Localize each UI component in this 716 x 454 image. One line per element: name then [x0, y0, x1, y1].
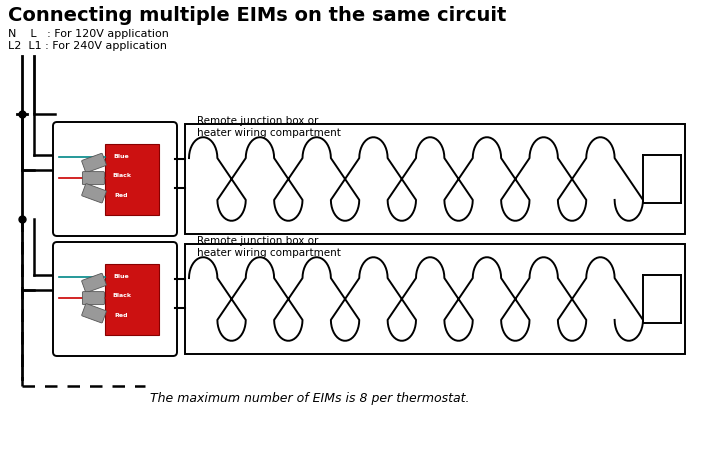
Text: N    L   : For 120V application: N L : For 120V application: [8, 29, 169, 39]
Text: Remote junction box or: Remote junction box or: [197, 116, 319, 126]
FancyBboxPatch shape: [82, 184, 106, 203]
Text: Red: Red: [115, 193, 128, 198]
Text: Black: Black: [112, 173, 131, 178]
FancyBboxPatch shape: [82, 291, 105, 305]
Text: Connecting multiple EIMs on the same circuit: Connecting multiple EIMs on the same cir…: [8, 6, 506, 25]
FancyBboxPatch shape: [82, 273, 106, 292]
FancyBboxPatch shape: [82, 153, 106, 173]
FancyBboxPatch shape: [82, 172, 105, 185]
Bar: [105, 264, 160, 336]
Text: Blue: Blue: [114, 154, 130, 159]
Text: Blue: Blue: [114, 274, 130, 279]
FancyBboxPatch shape: [82, 304, 106, 323]
Text: heater wiring compartment: heater wiring compartment: [197, 128, 341, 138]
Text: Red: Red: [115, 313, 128, 318]
Text: L2  L1 : For 240V application: L2 L1 : For 240V application: [8, 41, 167, 51]
Bar: [105, 144, 160, 215]
Text: Black: Black: [112, 293, 131, 298]
Bar: [185, 244, 685, 354]
Text: heater wiring compartment: heater wiring compartment: [197, 248, 341, 258]
Text: Remote junction box or: Remote junction box or: [197, 236, 319, 246]
FancyBboxPatch shape: [53, 242, 177, 356]
FancyBboxPatch shape: [53, 122, 177, 236]
Text: The maximum number of EIMs is 8 per thermostat.: The maximum number of EIMs is 8 per ther…: [150, 392, 470, 405]
Bar: [185, 124, 685, 234]
